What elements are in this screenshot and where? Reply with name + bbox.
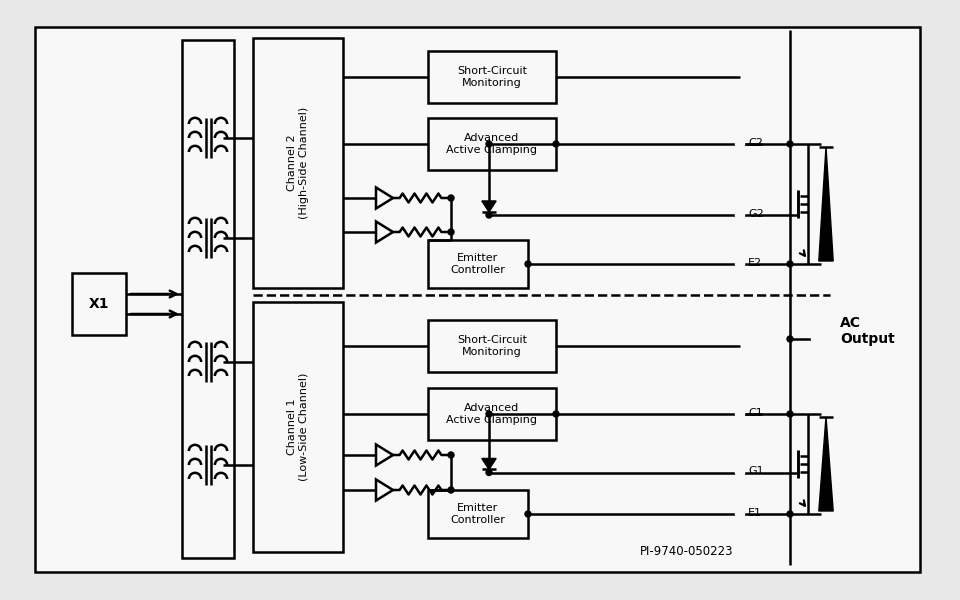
Polygon shape	[482, 458, 496, 469]
Circle shape	[787, 141, 793, 147]
Circle shape	[736, 260, 744, 268]
FancyBboxPatch shape	[35, 27, 920, 572]
FancyBboxPatch shape	[428, 490, 528, 538]
Circle shape	[525, 261, 531, 267]
Circle shape	[553, 411, 559, 417]
Circle shape	[448, 229, 454, 235]
Text: Emitter
Controller: Emitter Controller	[450, 253, 505, 275]
Circle shape	[736, 140, 744, 148]
Text: Advanced
Active Clamping: Advanced Active Clamping	[446, 403, 538, 425]
FancyBboxPatch shape	[428, 118, 556, 170]
Polygon shape	[819, 147, 833, 261]
Circle shape	[486, 212, 492, 218]
Polygon shape	[482, 201, 496, 212]
Circle shape	[448, 195, 454, 201]
Text: C2: C2	[748, 138, 763, 148]
Circle shape	[553, 141, 559, 147]
Circle shape	[787, 261, 793, 267]
Circle shape	[812, 335, 820, 343]
FancyBboxPatch shape	[428, 320, 556, 372]
FancyBboxPatch shape	[253, 38, 343, 288]
Text: Emitter
Controller: Emitter Controller	[450, 503, 505, 525]
FancyBboxPatch shape	[428, 51, 556, 103]
Text: C1: C1	[748, 408, 763, 418]
Circle shape	[448, 452, 454, 458]
Text: Short-Circuit
Monitoring: Short-Circuit Monitoring	[457, 335, 527, 357]
Text: X1: X1	[88, 297, 109, 311]
Text: G2: G2	[748, 209, 764, 219]
Circle shape	[787, 336, 793, 342]
Circle shape	[486, 469, 492, 475]
Text: Channel 1
(Low-Side Channel): Channel 1 (Low-Side Channel)	[287, 373, 309, 481]
FancyBboxPatch shape	[72, 273, 126, 335]
Text: Advanced
Active Clamping: Advanced Active Clamping	[446, 133, 538, 155]
Circle shape	[525, 511, 531, 517]
Text: AC
Output: AC Output	[840, 316, 895, 346]
FancyBboxPatch shape	[253, 302, 343, 552]
Circle shape	[787, 411, 793, 417]
Circle shape	[486, 411, 492, 417]
Polygon shape	[819, 417, 833, 511]
Circle shape	[736, 510, 744, 518]
Circle shape	[736, 211, 744, 219]
FancyBboxPatch shape	[182, 40, 234, 558]
Circle shape	[787, 511, 793, 517]
Text: E2: E2	[748, 258, 762, 268]
Circle shape	[486, 141, 492, 147]
Circle shape	[448, 487, 454, 493]
Text: PI-9740-050223: PI-9740-050223	[640, 545, 733, 558]
Text: G1: G1	[748, 467, 763, 476]
FancyBboxPatch shape	[428, 240, 528, 288]
Text: Short-Circuit
Monitoring: Short-Circuit Monitoring	[457, 66, 527, 88]
Text: E1: E1	[748, 508, 762, 518]
FancyBboxPatch shape	[428, 388, 556, 440]
Text: Channel 2
(High-Side Channel): Channel 2 (High-Side Channel)	[287, 107, 309, 219]
Circle shape	[736, 469, 744, 476]
Circle shape	[736, 410, 744, 418]
